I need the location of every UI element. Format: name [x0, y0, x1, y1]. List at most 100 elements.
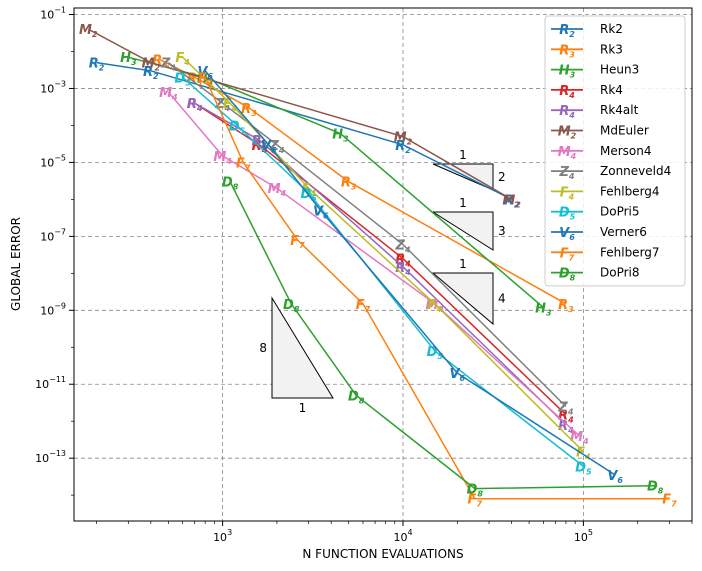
legend-label: Rk4: [600, 83, 623, 97]
series-fehlberg7: F7 F7 F7 F7 F7 F7: [198, 71, 677, 508]
data-point: R4: [187, 97, 203, 113]
data-point: F4: [428, 298, 443, 314]
slope-run-label: 1: [299, 401, 307, 415]
data-point: D8: [467, 483, 484, 499]
data-point: M2: [502, 193, 521, 209]
data-point: F4: [576, 446, 591, 462]
legend-item: H3 Heun3: [551, 63, 639, 80]
legend-label: Verner6: [600, 225, 647, 239]
y-tick-label: 10−3: [40, 79, 66, 95]
x-tick-label: 104: [393, 528, 412, 544]
data-point: R2: [395, 139, 411, 155]
legend-label: MdEuler: [600, 124, 649, 138]
slope-run-label: 1: [459, 196, 467, 210]
legend-marker: R4: [559, 84, 575, 100]
data-point: D8: [647, 480, 664, 496]
series-line: [194, 102, 567, 416]
data-point: F7: [290, 234, 305, 250]
x-tick-label: 103: [213, 528, 232, 544]
slope-rise-label: 2: [498, 170, 506, 184]
legend-item: R3 Rk3: [551, 42, 623, 59]
legend-marker: Z4: [558, 165, 574, 181]
legend-marker: M4: [558, 145, 577, 161]
data-point: V6: [449, 367, 465, 383]
legend-item: M4 Merson4: [551, 144, 652, 161]
series-zonneveld4: Z4 Z4 Z4 Z4 Z4: [160, 57, 574, 417]
legend-label: Merson4: [600, 144, 652, 158]
legend-item: F4 Fehlberg4: [551, 184, 660, 201]
data-point: F4: [175, 51, 190, 67]
legend-item: M2 MdEuler: [551, 124, 649, 141]
data-point: M2: [142, 57, 161, 73]
data-point: R4: [558, 409, 574, 425]
data-point: Z4: [395, 239, 411, 255]
data-point: D5: [301, 187, 318, 203]
data-point: R4: [395, 253, 411, 269]
data-point: H3: [332, 128, 349, 144]
legend-item: D8 DoPri8: [551, 266, 640, 283]
data-point: M4: [213, 150, 232, 166]
legend-marker: R3: [559, 43, 575, 59]
data-point: R4: [395, 261, 411, 277]
data-point: Z4: [214, 97, 230, 113]
legend-label: Fehlberg7: [600, 245, 660, 259]
data-point: R3: [341, 176, 357, 192]
y-tick-label: 10−11: [35, 375, 66, 391]
data-point: D5: [575, 460, 592, 476]
data-point: R3: [558, 298, 574, 314]
series-line: [182, 76, 584, 467]
series-line: [229, 181, 656, 490]
legend-marker: R2: [559, 23, 575, 39]
data-point: Z4: [557, 400, 573, 416]
legend-marker: R4: [559, 104, 575, 120]
data-point: V6: [261, 139, 277, 155]
data-point: R3: [187, 71, 203, 87]
data-point: M4: [570, 430, 589, 446]
legend-label: Zonneveld4: [600, 164, 671, 178]
legend-marker: D8: [559, 267, 576, 283]
legend-box: [544, 15, 686, 287]
data-point: R2: [143, 65, 159, 81]
legend-marker: H3: [559, 64, 576, 80]
legend-item: D5 DoPri5: [551, 205, 640, 222]
y-tick-label: 10−1: [40, 6, 66, 22]
y-tick-label: 10−7: [40, 227, 66, 243]
series-line: [167, 91, 580, 437]
slope-triangles: 1 2 1 3 1 4 1 8: [259, 148, 505, 415]
data-point: R4: [558, 419, 574, 435]
slope-triangle: [431, 272, 494, 326]
data-point: F7: [356, 298, 371, 314]
legend-item: R2 Rk2: [551, 22, 623, 39]
legend-label: DoPri8: [600, 266, 640, 280]
x-axis-title: N FUNCTION EVALUATIONS: [302, 547, 463, 561]
data-point: D8: [222, 176, 239, 192]
axis-ticks: 103 104 105 10−1 10−3 10−5 10−7 10−9 10−11 10−13: [35, 6, 693, 544]
data-point: H3: [120, 51, 137, 67]
data-point: Z4: [160, 57, 176, 73]
data-point: R3: [152, 54, 168, 70]
data-point: V6: [607, 469, 623, 485]
legend-label: Fehlberg4: [600, 184, 660, 198]
series-line: [204, 70, 616, 476]
legend-label: Rk2: [600, 22, 623, 36]
series-rk3: R3 R3 R3 R3 R3: [152, 54, 574, 314]
series-line: [182, 56, 584, 453]
series-merson4: M4 M4 M4 M4 M4: [159, 86, 589, 446]
series-dopri5: D5 D5 D5 D5 D5: [174, 71, 592, 476]
data-point: D5: [229, 119, 246, 135]
y-tick-label: 10−13: [35, 449, 66, 465]
data-point: F7: [236, 156, 251, 172]
data-point: V6: [197, 65, 213, 81]
legend-label: Heun3: [600, 63, 639, 77]
y-tick-label: 10−5: [40, 153, 66, 169]
legend-marker: F7: [560, 246, 575, 262]
data-point: D8: [283, 298, 300, 314]
legend-item: R4 Rk4alt: [551, 103, 639, 120]
data-point: F7: [198, 71, 213, 87]
series-group: R2 R2R2R2R3R3R3R3R3H3H3H3H3R4R4R4R4R4R4R4…: [79, 23, 677, 509]
slope-run-label: 1: [459, 257, 467, 271]
